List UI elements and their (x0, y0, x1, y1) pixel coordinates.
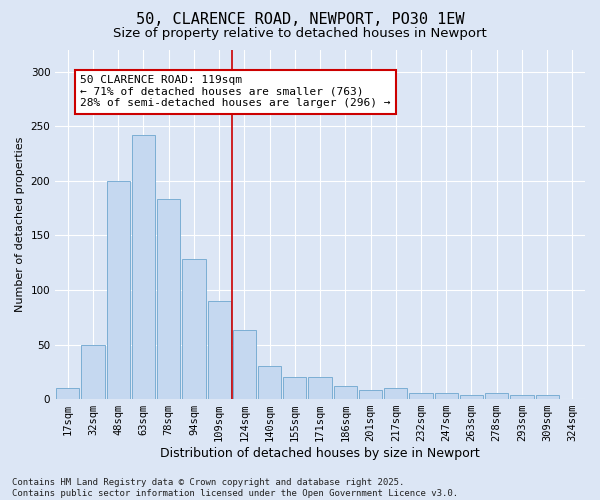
Bar (258, 366, 281, 399)
Text: Size of property relative to detached houses in Newport: Size of property relative to detached ho… (113, 28, 487, 40)
Bar (132, 135, 155, 399)
Bar (56, 388, 79, 399)
Bar (308, 378, 332, 399)
Bar (434, 392, 458, 399)
Y-axis label: Number of detached properties: Number of detached properties (15, 137, 25, 312)
Bar (536, 394, 559, 399)
Bar (334, 386, 357, 399)
Text: 50, CLARENCE ROAD, NEWPORT, PO30 1EW: 50, CLARENCE ROAD, NEWPORT, PO30 1EW (136, 12, 464, 28)
Text: Contains HM Land Registry data © Crown copyright and database right 2025.
Contai: Contains HM Land Registry data © Crown c… (12, 478, 458, 498)
Bar (511, 394, 533, 399)
Bar (485, 392, 508, 399)
Bar (359, 390, 382, 399)
Bar (182, 260, 206, 399)
Bar (409, 392, 433, 399)
X-axis label: Distribution of detached houses by size in Newport: Distribution of detached houses by size … (160, 447, 480, 460)
Bar (233, 330, 256, 399)
Bar (384, 388, 407, 399)
Bar (460, 394, 483, 399)
Bar (107, 181, 130, 399)
Bar (283, 378, 307, 399)
Bar (208, 301, 231, 399)
Text: 50 CLARENCE ROAD: 119sqm
← 71% of detached houses are smaller (763)
28% of semi-: 50 CLARENCE ROAD: 119sqm ← 71% of detach… (80, 75, 391, 108)
Bar (82, 344, 104, 399)
Bar (157, 200, 181, 399)
